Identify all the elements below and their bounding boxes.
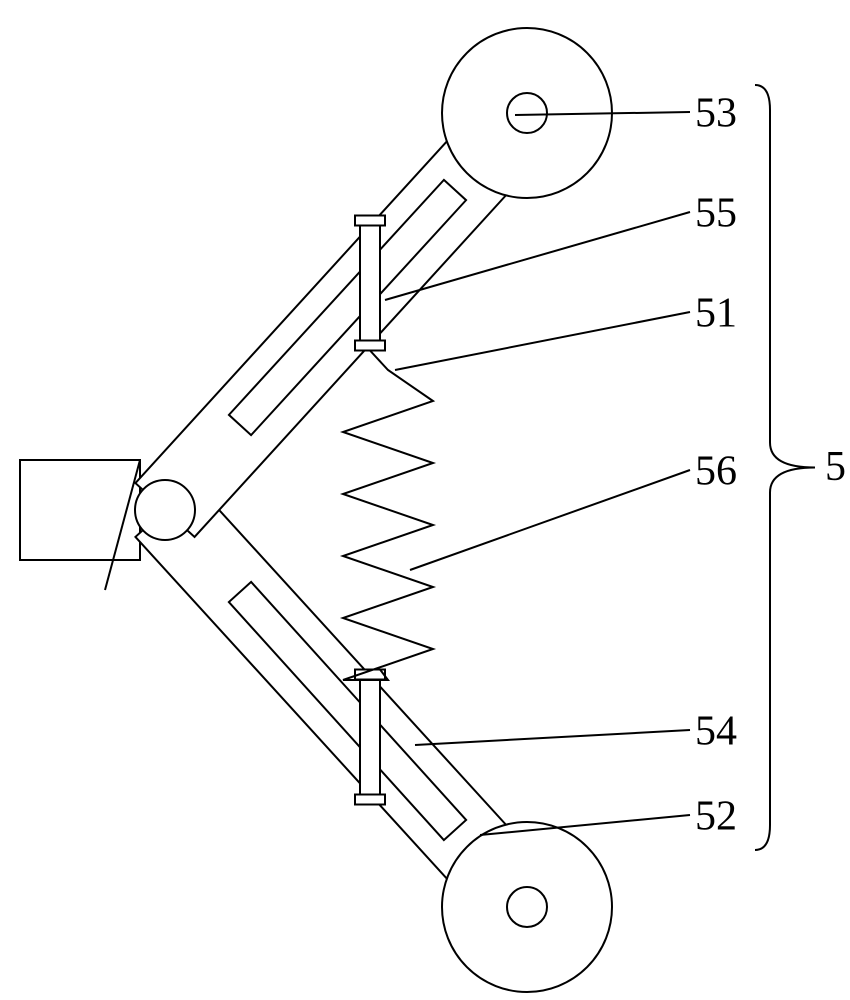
label-56: 56 [695,449,737,495]
leader-56 [410,470,690,570]
label-55: 55 [695,191,737,237]
assembly-brace [755,85,815,850]
leader-51 [395,312,690,370]
mechanism-diagram: 53 55 51 56 54 52 5 [0,0,850,1000]
spring [343,351,433,681]
upper-arm-slot [229,180,466,435]
base-block [20,460,140,560]
lower-arm-slot [229,582,466,840]
upper-wheel-axle [507,93,547,133]
pivot-pin [135,480,195,540]
upper-pin-cap-top [355,216,385,226]
label-53: 53 [695,91,737,137]
label-54: 54 [695,709,737,755]
upper-pin-cap-bottom [355,341,385,351]
upper-pin-shaft [360,226,380,341]
assembly-label: 5 [825,444,846,490]
leader-54 [415,730,690,745]
lower-pin-cap-bottom [355,795,385,805]
label-52: 52 [695,794,737,840]
lower-wheel-axle [507,887,547,927]
lower-pin-shaft [360,680,380,795]
label-51: 51 [695,291,737,337]
